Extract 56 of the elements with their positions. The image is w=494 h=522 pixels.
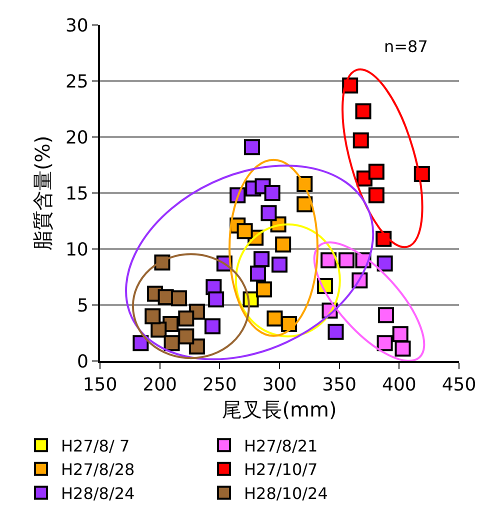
point [376, 256, 393, 272]
point [338, 252, 355, 268]
point [254, 251, 270, 268]
x-tick-label: 400 [382, 374, 416, 396]
point [378, 307, 394, 324]
point [320, 252, 337, 268]
point [244, 139, 260, 156]
point [376, 335, 393, 352]
legend-label: H28/10/24 [244, 484, 328, 503]
x-tick-label: 200 [142, 374, 178, 396]
point [275, 236, 292, 253]
y-tick-label: 0 [76, 351, 88, 372]
y-tick-label: 20 [65, 127, 88, 148]
point [368, 164, 384, 180]
legend-label: H28/8/24 [61, 484, 135, 503]
point [355, 103, 372, 120]
point [256, 281, 272, 298]
point [170, 290, 187, 306]
point [250, 266, 266, 282]
legend-label: H27/10/7 [244, 460, 318, 480]
point [352, 132, 369, 148]
point [260, 205, 277, 222]
point [368, 187, 384, 204]
point [236, 223, 253, 240]
legend-label: H27/8/ 7 [61, 436, 130, 456]
x-tick-label: 450 [442, 374, 476, 396]
point [208, 291, 224, 308]
y-axis-title: 脂質含量(%) [30, 136, 54, 250]
x-axis-title: 尾叉長(mm) [222, 398, 337, 422]
point [132, 335, 149, 352]
y-tick-label: 5 [76, 295, 88, 316]
point [204, 318, 220, 334]
x-tick-label: 350 [322, 374, 357, 396]
point [266, 310, 283, 326]
y-tick-label: 30 [65, 15, 88, 36]
legend-label: H27/8/28 [61, 460, 135, 480]
point [281, 316, 298, 332]
annotation: n=87 [384, 37, 428, 56]
x-tick-label: 150 [82, 374, 118, 396]
x-tick-label: 300 [262, 374, 297, 396]
point [394, 340, 411, 357]
point [272, 256, 288, 273]
point [392, 326, 408, 342]
legend-label: H27/8/21 [244, 436, 318, 456]
point [296, 196, 313, 212]
x-tick-label: 250 [202, 374, 237, 396]
point [144, 308, 161, 324]
y-tick-label: 25 [65, 71, 88, 92]
y-tick-label: 10 [65, 239, 88, 260]
point [264, 185, 280, 201]
point [178, 328, 194, 344]
point [164, 335, 180, 352]
point [328, 324, 344, 340]
point [178, 310, 194, 326]
point [376, 230, 392, 247]
y-tick-label: 15 [65, 183, 88, 204]
